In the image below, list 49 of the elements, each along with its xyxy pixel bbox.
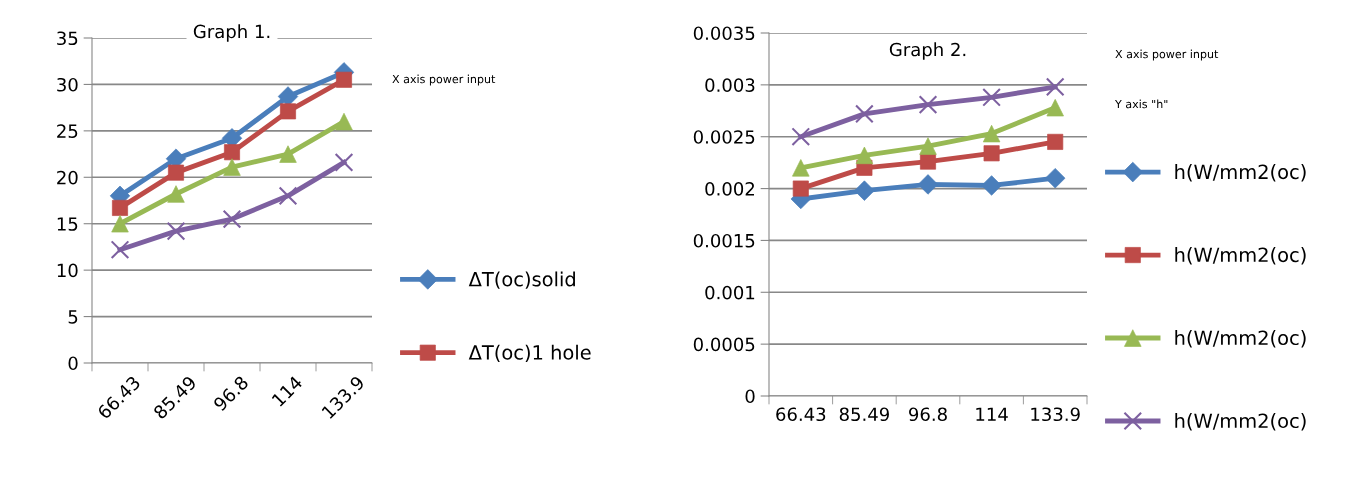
y-tick-label: 25 [57,124,78,138]
point [278,186,298,206]
x-tick-label: 85.49 [839,407,889,422]
y-tick-label: 0.0015 [693,233,755,248]
point [111,215,129,233]
y-tick-label: 0.0005 [693,337,755,352]
point [1047,133,1064,150]
legend-label: ΔT(oc)solid [468,271,575,289]
point [110,240,130,260]
point [855,104,874,124]
y-tick-label: 0 [745,389,755,404]
text: Graph 2. [889,42,966,60]
text: Y axis "h" [1114,99,1168,109]
y-tick-label: 10 [57,263,78,278]
legend-label: h(W/mm2(oc) [1175,164,1306,182]
point [982,124,1001,143]
point [222,209,242,229]
point [982,87,1001,107]
y-tick-label: 15 [57,217,78,231]
y-tick-label: 0 [68,356,78,371]
text: X axis power input [1115,49,1219,61]
point [280,103,296,120]
y-tick-label: 20 [57,170,78,185]
legend-label: h(W/mm2(oc) [1175,247,1306,265]
x-tick-label: 133.9 [1031,407,1080,422]
text: X axis power input [392,74,496,86]
y-tick-label: 0.002 [705,182,754,196]
y-tick-label: 30 [57,77,78,92]
point [854,180,875,201]
legend-label: h(W/mm2(oc) [1175,330,1306,348]
point [334,153,354,172]
point [1045,77,1065,97]
point [166,221,186,241]
point [336,71,352,88]
x-tick-label: 114 [976,407,1008,421]
x-tick-label: 66.43 [776,407,826,422]
y-tick-label: 0.001 [705,285,755,300]
y-tick-label: 5 [68,310,78,324]
x-tick-label: 96.8 [909,407,947,422]
point [791,127,811,147]
y-tick-label: 35 [57,31,78,46]
point [224,144,240,161]
legend-label: ΔT(oc)1 hole [468,344,591,363]
y-tick-label: 0.0025 [693,130,755,144]
y-tick-label: 0.003 [705,78,755,92]
chart-title: Graph 1. [193,24,270,42]
point [918,95,938,114]
legend-label: h(W/mm2(oc) [1175,413,1306,431]
y-tick-label: 0.0035 [693,26,755,41]
